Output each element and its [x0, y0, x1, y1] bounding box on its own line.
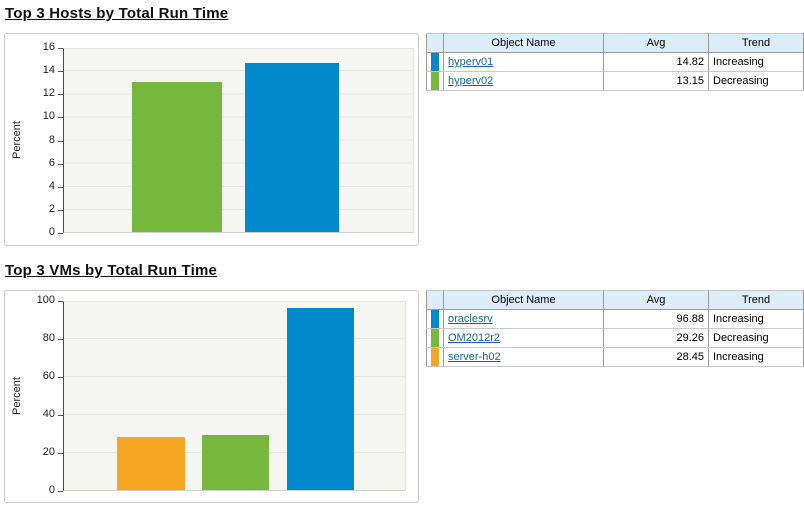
bar-hyperv01[interactable]	[245, 62, 339, 232]
series-color-swatch	[431, 329, 439, 347]
y-tick-label: 2	[48, 203, 55, 215]
y-tick-mark	[58, 339, 63, 340]
avg-value: 28.45	[603, 347, 709, 367]
avg-value: 96.88	[603, 309, 709, 329]
series-color-swatch	[431, 310, 439, 328]
bar-om2012r2[interactable]	[202, 435, 269, 490]
table-row: oraclesrv 96.88 Increasing	[426, 309, 804, 329]
y-tick-mark	[58, 453, 63, 454]
avg-value: 29.26	[603, 328, 709, 348]
swatch-header-cell	[426, 33, 444, 53]
table-row: server-h02 28.45 Increasing	[426, 347, 804, 367]
object-link-oraclesrv[interactable]: oraclesrv	[448, 313, 493, 325]
y-axis-label: Percent	[11, 377, 23, 415]
trend-value: Increasing	[708, 347, 804, 367]
y-tick-mark	[58, 141, 63, 142]
section-title-vms: Top 3 VMs by Total Run Time	[5, 262, 218, 279]
y-tick-mark	[58, 233, 63, 234]
trend-value: Decreasing	[708, 328, 804, 348]
series-color-swatch	[431, 348, 439, 366]
y-tick-label: 8	[48, 134, 55, 146]
table-row: hyperv02 13.15 Decreasing	[426, 71, 804, 91]
table-header-row: Object Name Avg Trend	[426, 290, 804, 310]
y-tick-label: 60	[42, 370, 55, 382]
y-tick-label: 4	[48, 180, 55, 192]
y-tick-label: 40	[42, 408, 55, 420]
series-color-swatch	[431, 53, 439, 71]
series-color-swatch	[431, 72, 439, 90]
y-tick-label: 80	[42, 332, 55, 344]
trend-value: Increasing	[708, 309, 804, 329]
table-row: OM2012r2 29.26 Decreasing	[426, 328, 804, 348]
y-tick-mark	[58, 301, 63, 302]
table-header-row: Object Name Avg Trend	[426, 33, 804, 53]
vms-plot-area	[63, 301, 406, 491]
table-row: hyperv01 14.82 Increasing	[426, 52, 804, 72]
y-tick-mark	[58, 210, 63, 211]
col-header-object-name: Object Name	[443, 33, 604, 53]
y-tick-label: 20	[42, 446, 55, 458]
y-tick-mark	[58, 117, 63, 118]
y-tick-mark	[58, 377, 63, 378]
hosts-chart-panel: Percent 16 14 12 10 8 6 4 2 0	[4, 33, 419, 246]
object-link-om2012r2[interactable]: OM2012r2	[448, 332, 500, 344]
y-tick-label: 12	[42, 87, 55, 99]
y-tick-mark	[58, 71, 63, 72]
col-header-trend: Trend	[708, 290, 804, 310]
trend-value: Increasing	[708, 52, 804, 72]
col-header-avg: Avg	[603, 33, 709, 53]
bar-hyperv02[interactable]	[132, 81, 222, 232]
object-link-server-h02[interactable]: server-h02	[448, 351, 501, 363]
y-tick-label: 6	[48, 157, 55, 169]
y-tick-mark	[58, 187, 63, 188]
hosts-plot-area	[63, 48, 414, 233]
bar-server-h02[interactable]	[117, 436, 185, 490]
vms-chart-panel: Percent 100 80 60 40 20 0	[4, 290, 419, 503]
y-tick-label: 0	[48, 484, 55, 496]
avg-value: 14.82	[603, 52, 709, 72]
y-tick-label: 100	[36, 294, 55, 306]
y-tick-label: 10	[42, 110, 55, 122]
section-title-hosts: Top 3 Hosts by Total Run Time	[5, 5, 229, 22]
col-header-object-name: Object Name	[443, 290, 604, 310]
avg-value: 13.15	[603, 71, 709, 91]
y-tick-label: 16	[42, 41, 55, 53]
col-header-trend: Trend	[708, 33, 804, 53]
y-tick-mark	[58, 94, 63, 95]
hosts-table: Object Name Avg Trend hyperv01 14.82 Inc…	[426, 33, 804, 91]
y-tick-mark	[58, 491, 63, 492]
y-tick-mark	[58, 415, 63, 416]
swatch-header-cell	[426, 290, 444, 310]
bar-oraclesrv[interactable]	[287, 307, 354, 490]
trend-value: Decreasing	[708, 71, 804, 91]
y-tick-mark	[58, 48, 63, 49]
vms-table: Object Name Avg Trend oraclesrv 96.88 In…	[426, 290, 804, 367]
y-tick-label: 14	[42, 64, 55, 76]
object-link-hyperv01[interactable]: hyperv01	[448, 56, 494, 68]
object-link-hyperv02[interactable]: hyperv02	[448, 75, 494, 87]
col-header-avg: Avg	[603, 290, 709, 310]
y-tick-label: 0	[48, 226, 55, 238]
y-tick-mark	[58, 164, 63, 165]
